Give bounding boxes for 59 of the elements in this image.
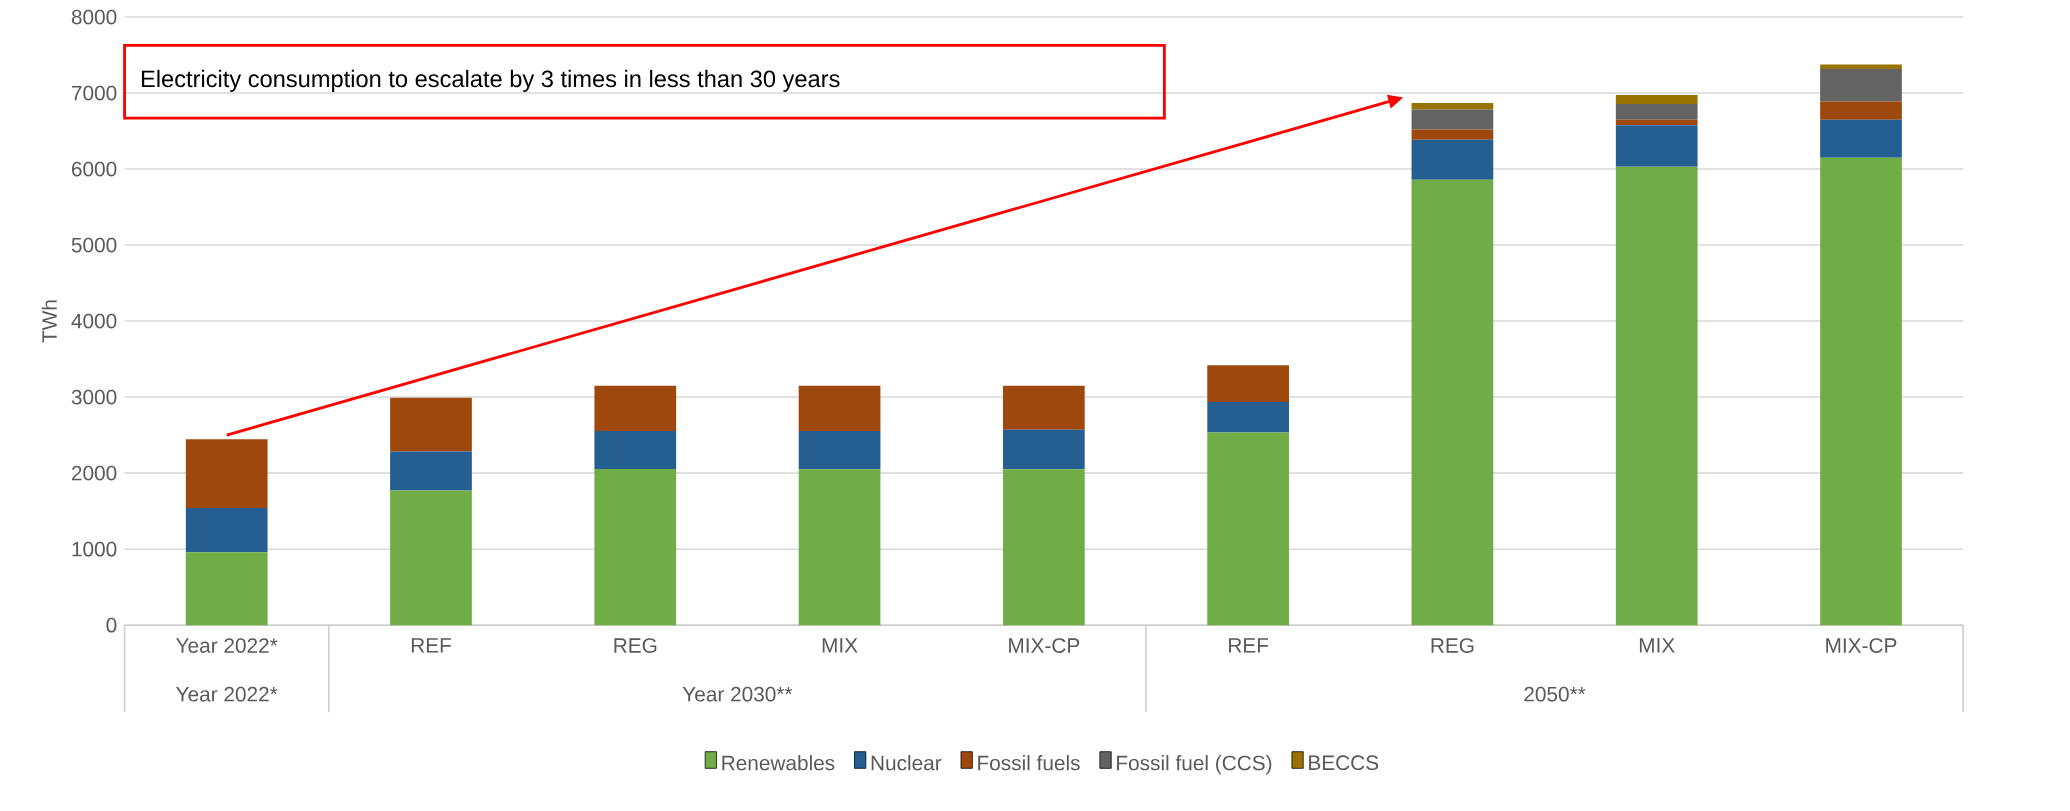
bar [1411, 129, 1494, 140]
bar [798, 469, 881, 625]
y-tick-label: 2000 [71, 465, 117, 481]
x-tick-label: REG [614, 637, 657, 653]
bar [1615, 94, 1698, 104]
bar [594, 468, 677, 625]
legend-label: Fossil fuels [978, 754, 1080, 771]
bar [390, 451, 472, 491]
x-tick-label: REG [1431, 637, 1474, 653]
y-tick-label: 5000 [71, 237, 117, 253]
text: Year 2030** [682, 686, 793, 702]
y-tick-label: 1000 [72, 541, 117, 557]
legend-label: Fossil fuel (CCS) [1117, 754, 1272, 775]
x-tick-label: MIX [1639, 637, 1675, 653]
annotation: Electricity consumption to escalate by 3 times in less than 30 years [141, 69, 840, 92]
legend-label: BECCS [1309, 755, 1379, 770]
bar [1820, 119, 1902, 158]
bar [594, 430, 677, 469]
bar [1820, 101, 1902, 120]
bar [1615, 103, 1698, 120]
y-tick-label: 0 [106, 617, 117, 633]
bar [1207, 364, 1289, 402]
bar [1615, 166, 1698, 625]
bar [390, 397, 472, 452]
x-tick-label: REF [1229, 637, 1269, 653]
x-tick-label: REF [411, 637, 451, 653]
x-tick-label: MIX-CP [1826, 637, 1897, 653]
bar [185, 551, 268, 625]
y-tick-label: 6000 [72, 161, 117, 177]
y-tick-label: 4000 [71, 313, 117, 329]
y-tick-label: 3000 [71, 389, 117, 405]
bar [1820, 68, 1902, 102]
bar [1820, 157, 1902, 625]
bar [390, 490, 472, 625]
bar [185, 507, 268, 552]
text: 2050** [1524, 686, 1586, 702]
bar [1002, 385, 1085, 430]
bar [1002, 469, 1085, 625]
legend-label: Nuclear [871, 754, 942, 771]
bar [798, 385, 881, 431]
x-tick-label: MIX [822, 637, 858, 653]
x-tick-label: Year 2022* [176, 637, 278, 653]
bar [1207, 432, 1289, 625]
text: Year 2022* [176, 686, 278, 702]
x-tick-label: MIX-CP [1009, 637, 1080, 653]
y-tick-label: 8000 [71, 9, 117, 25]
bar [1411, 109, 1494, 130]
bar [1411, 179, 1494, 625]
y-axis-title: TWh [41, 300, 57, 343]
bar [798, 430, 881, 470]
bar [1411, 139, 1494, 180]
bar [594, 385, 677, 431]
legend-label: Renewables [722, 754, 835, 771]
bar [1207, 401, 1289, 433]
bar [185, 439, 268, 508]
bar [1002, 429, 1085, 470]
y-tick-label: 7000 [72, 85, 117, 101]
bar [1411, 102, 1494, 110]
bar [1615, 125, 1698, 167]
